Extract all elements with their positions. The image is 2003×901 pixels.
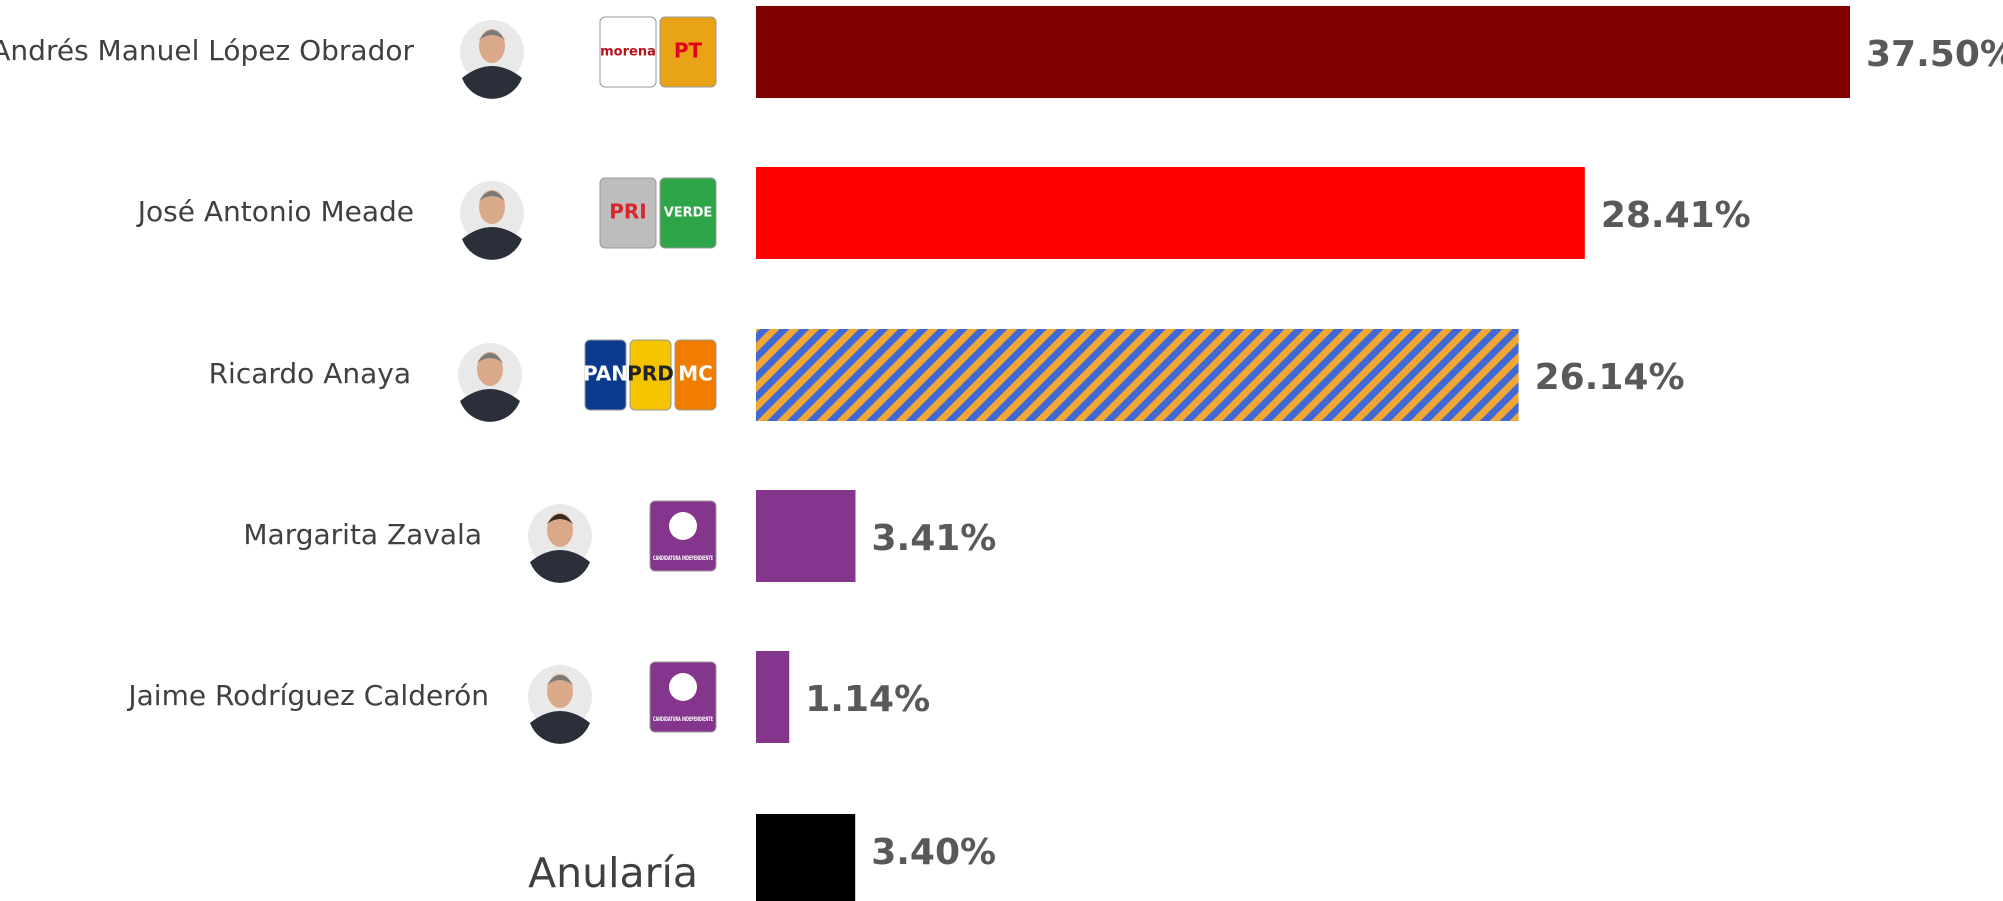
logo-text: MC: [678, 362, 713, 386]
logo-icon: [669, 512, 697, 540]
candidate-photo: [528, 665, 592, 744]
party-logo: PT: [660, 17, 716, 87]
party-logo: morena: [600, 17, 656, 87]
candidate-photo: [460, 20, 524, 99]
logo-text: CANDIDATURA INDEPENDIENTE: [653, 715, 713, 723]
value-label: 37.50%: [1866, 34, 2003, 75]
category-label: Margarita Zavala: [243, 518, 482, 551]
value-label: 1.14%: [805, 679, 930, 720]
logo-text: PRI: [609, 200, 647, 224]
logo-text: VERDE: [664, 206, 713, 221]
bar: [756, 814, 855, 901]
bar: [756, 167, 1585, 259]
bar: [756, 651, 789, 743]
category-label: Anularía: [528, 849, 698, 897]
party-logo: CANDIDATURA INDEPENDIENTE: [650, 662, 716, 732]
candidate-photo: [460, 181, 524, 260]
logo-text: PAN: [583, 362, 628, 386]
value-label: 3.40%: [871, 832, 996, 873]
logo-text: morena: [600, 45, 656, 60]
logo-text: PT: [674, 39, 703, 63]
party-logo: MC: [675, 340, 716, 410]
category-label: Jaime Rodríguez Calderón: [126, 679, 489, 712]
candidate-photo: [528, 504, 592, 583]
bar: [756, 6, 1850, 98]
value-label: 26.14%: [1535, 357, 1685, 398]
logo-text: PRD: [627, 362, 674, 386]
party-logo: CANDIDATURA INDEPENDIENTE: [650, 501, 716, 571]
party-logo: PRI: [600, 178, 656, 248]
category-label: Andrés Manuel López Obrador: [0, 34, 414, 67]
value-label: 3.41%: [871, 518, 996, 559]
bar: [756, 490, 855, 582]
category-label: Ricardo Anaya: [209, 357, 411, 390]
party-logo: VERDE: [660, 178, 716, 248]
logo-text: CANDIDATURA INDEPENDIENTE: [653, 554, 713, 562]
value-label: 28.41%: [1601, 195, 1751, 236]
logo-icon: [669, 673, 697, 701]
party-logo: PRD: [627, 340, 674, 410]
bar: [756, 329, 1519, 421]
party-logo: PAN: [583, 340, 628, 410]
category-label: José Antonio Meade: [136, 195, 414, 228]
candidate-photo: [458, 343, 522, 422]
